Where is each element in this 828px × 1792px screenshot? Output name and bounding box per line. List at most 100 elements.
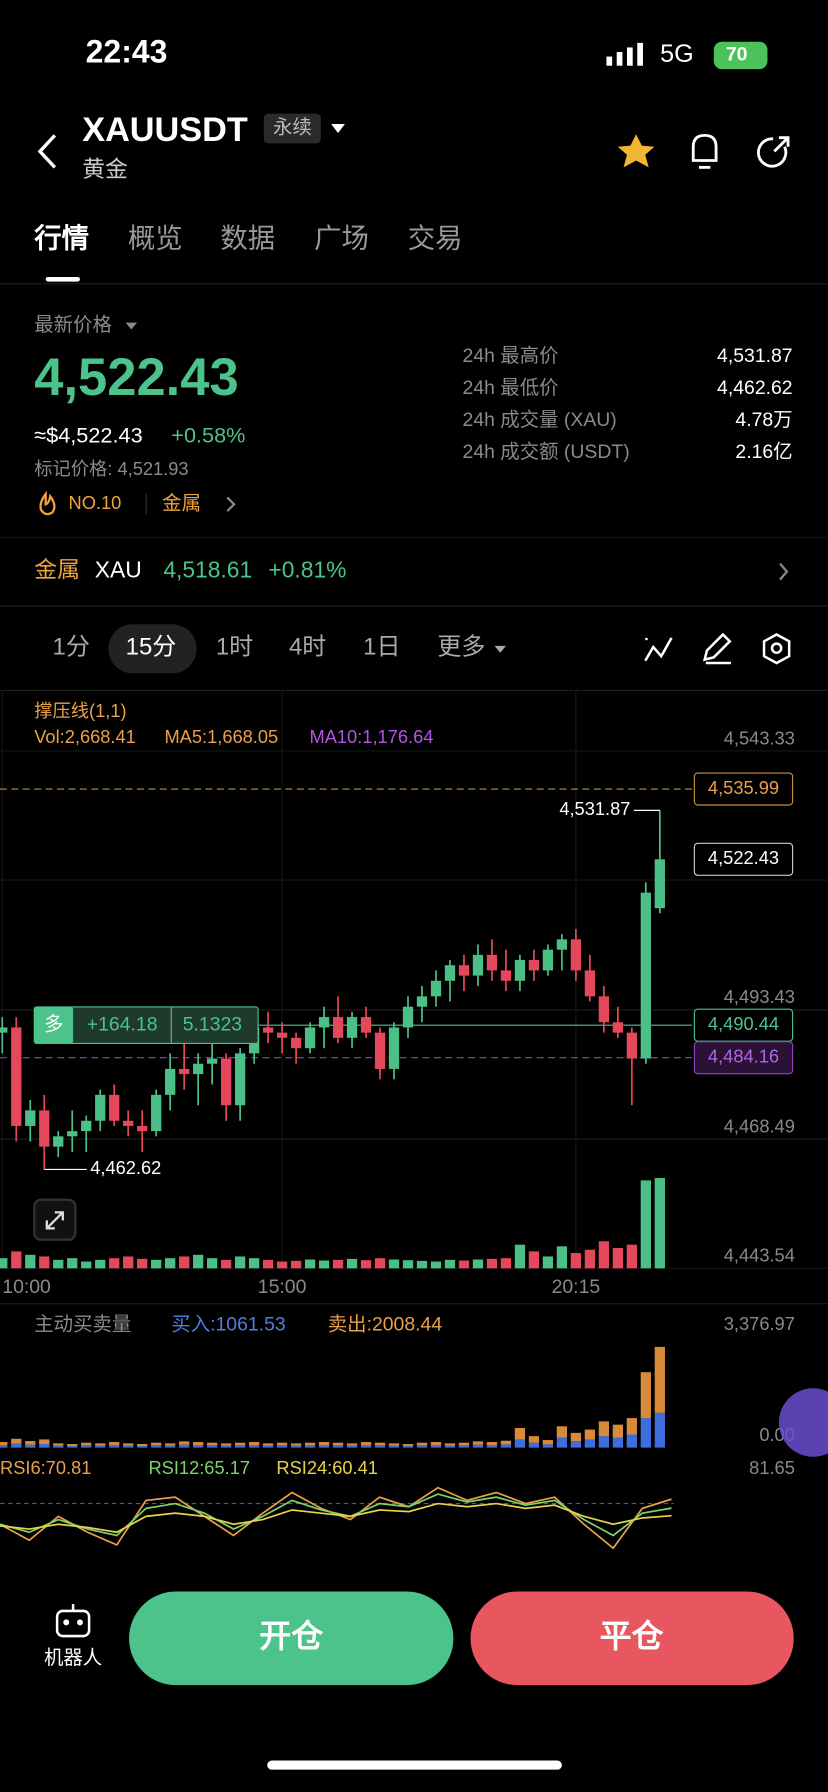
volume-bar [67,1258,78,1269]
position-size: 5.1323 [183,1013,242,1035]
candle-body [39,1110,50,1147]
volume-bar [0,1258,8,1269]
price-dropdown[interactable] [125,322,138,330]
asset-name: 黄金 [82,156,128,182]
tab[interactable]: 行情 [33,223,89,254]
candle-body [430,980,442,997]
close-button[interactable] [470,1591,794,1686]
price-label: 最新价格 [34,314,112,336]
related-sector[interactable]: 金属 [34,557,80,583]
contract-type: 永续 [273,117,312,139]
chevron[interactable] [779,562,789,581]
volume-bar [165,1258,176,1269]
high-label: 4,531.87 [559,798,630,819]
sell-bar [95,1443,106,1446]
sell-bar [39,1439,50,1445]
volume-bar [39,1256,50,1269]
sell-bar [137,1444,148,1446]
last-price-tag-label: 4,522.43 [708,847,779,868]
close-label[interactable]: 平仓 [600,1618,665,1654]
x-tick-label: 20:15 [552,1276,601,1298]
sell-bar [81,1442,92,1446]
symbol[interactable]: XAUUSDT [82,111,248,149]
buy-bar [318,1444,330,1448]
settings-button[interactable] [762,633,791,665]
candle-body [151,1094,162,1132]
contract-badge [263,113,321,144]
buy-bar [179,1444,190,1448]
last-price-tag-box [693,842,794,876]
sell-bar [25,1441,36,1445]
last-price: 4,522.43 [34,348,238,407]
assistant-bubble[interactable] [778,1388,828,1457]
sell-bar [430,1442,442,1445]
interval[interactable]: 1时 [216,633,253,660]
resistance-tag-box [693,772,794,806]
candle-body [598,996,610,1023]
buy-bar [67,1445,78,1448]
stat-label: 24h 最低价 [463,377,559,399]
battery-level: 70 [726,44,748,66]
open-button[interactable] [129,1591,454,1686]
bot-label[interactable]: 机器人 [44,1647,102,1669]
favorite-button[interactable] [617,134,655,168]
volume-bar [318,1260,330,1269]
tab[interactable]: 交易 [408,223,463,254]
candle-body [388,1027,400,1069]
sell-legend: 卖出:2008.44 [328,1314,443,1336]
candle-body [290,1037,302,1049]
buy-bar [11,1443,22,1448]
buy-bar [458,1445,470,1448]
candle-body [179,1068,190,1075]
related-symbol[interactable]: XAU [95,557,142,583]
y-tick-label: 4,543.33 [724,727,795,748]
candle-body [95,1094,106,1121]
interval[interactable]: 15分 [126,633,177,660]
sector-tag[interactable]: 金属 [162,492,201,514]
home-indicator [267,1760,562,1770]
tab[interactable]: 广场 [314,223,369,254]
draw-button[interactable] [702,632,732,665]
volume-bar [388,1259,400,1269]
sell-bar [11,1438,22,1444]
interval[interactable]: 1分 [53,633,90,660]
bot-icon[interactable] [55,1604,91,1638]
y-tick-label: 81.65 [749,1457,795,1478]
expand-button[interactable] [33,1198,77,1241]
sell-bar [304,1442,316,1446]
tab[interactable]: 概览 [128,223,183,254]
volume-bar [486,1258,498,1269]
sell-bar [207,1442,218,1446]
more-dropdown[interactable] [494,645,506,653]
volume-bar [332,1259,344,1269]
symbol-dropdown[interactable] [331,123,345,134]
candle-body [346,1017,358,1038]
volume-bar [430,1261,442,1269]
alert-button[interactable] [691,133,718,169]
interval[interactable]: 1日 [363,633,400,660]
tab-indicator [45,276,80,282]
candle-body [318,1017,330,1028]
indicator-button[interactable] [644,637,673,662]
indicator-legend: 撑压线(1,1) [34,700,126,721]
open-label[interactable]: 开仓 [259,1618,324,1654]
buy-bar [486,1444,498,1448]
share-button[interactable] [757,136,790,168]
sell-bar [514,1427,526,1440]
volume-bar [416,1260,428,1269]
candle-body [612,1022,623,1033]
volume-bar [626,1244,637,1269]
interval[interactable]: 更多 [437,633,485,660]
buy-bar [262,1445,274,1448]
volume-bar [374,1258,386,1269]
position-side-box [34,1006,74,1044]
candle-body [556,939,568,950]
tab[interactable]: 数据 [220,223,275,254]
back-button[interactable] [37,134,57,169]
position-tag-box [693,1008,794,1042]
candle-body [0,1027,8,1033]
sell-bar [165,1443,176,1446]
interval[interactable]: 4时 [289,633,326,660]
volume-bar [472,1259,484,1269]
